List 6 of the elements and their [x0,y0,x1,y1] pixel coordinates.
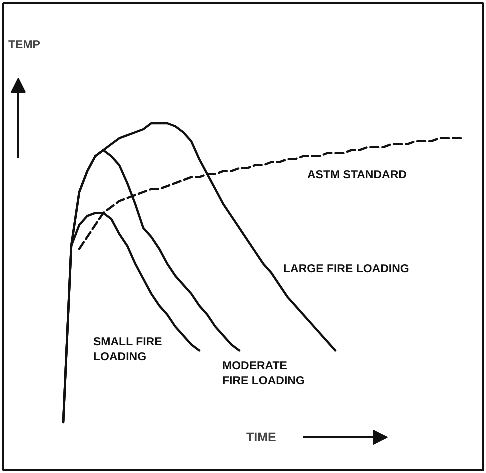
series-label: LARGE FIRE LOADING [284,264,410,276]
series-label: SMALL FIRE LOADING [94,336,163,364]
series-label: ASTM STANDARD [308,170,407,182]
series-label: MODERATE FIRE LOADING [222,360,305,388]
x-axis-title: TIME [246,430,276,444]
text: TEMP [8,40,41,52]
